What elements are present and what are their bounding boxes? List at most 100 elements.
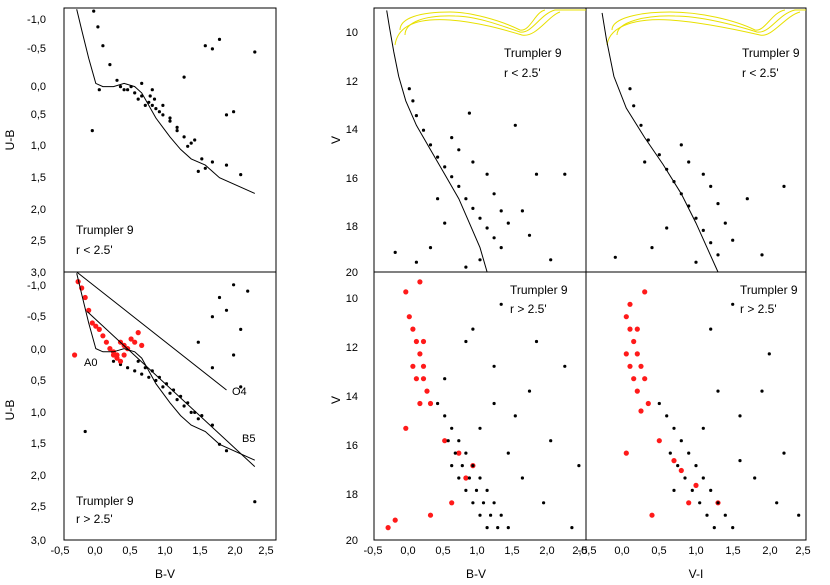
- panel-cc-outer: -1,0 -0,5 0,0 0,5 1,0 1,5 2,0 2,5 3,0 -0…: [3, 271, 277, 581]
- data-point-member: [406, 314, 412, 320]
- data-point: [492, 501, 496, 505]
- data-point: [196, 340, 200, 344]
- data-point-member: [427, 400, 434, 407]
- data-point: [513, 123, 517, 127]
- data-point: [646, 138, 650, 142]
- panel-cmd-vi-inner: Trumpler 9 r < 2.5': [585, 7, 807, 273]
- data-point-member: [420, 338, 427, 345]
- data-point: [478, 513, 482, 517]
- data-point: [738, 414, 742, 418]
- data-point-member: [128, 336, 134, 342]
- data-point: [657, 153, 661, 157]
- x-tick-label: 1,0: [157, 545, 172, 557]
- x-tick-label: 0,5: [122, 545, 137, 557]
- data-point: [745, 197, 749, 201]
- data-point: [738, 459, 742, 463]
- data-point-member: [72, 352, 78, 358]
- data-point: [224, 449, 229, 453]
- data-point-member: [117, 358, 124, 364]
- x-tick-label: 2,5: [795, 545, 810, 557]
- data-point: [701, 476, 705, 480]
- data-point: [471, 501, 475, 505]
- x-tick-label: -0,5: [364, 545, 383, 557]
- data-point: [182, 75, 186, 79]
- data-point: [157, 110, 161, 114]
- data-point: [457, 439, 461, 443]
- data-point: [224, 163, 229, 167]
- x-ticks: -0,5 0,0 0,5 1,0 1,5 2,0 2,5: [51, 545, 274, 557]
- y-tick-label: 16: [346, 173, 358, 185]
- isochrone-track: [611, 9, 786, 31]
- data-point: [563, 364, 567, 368]
- data-point-member: [634, 351, 640, 357]
- data-point-member: [693, 482, 699, 488]
- data-point-member: [410, 326, 416, 332]
- data-point: [217, 295, 222, 300]
- data-point-member: [656, 438, 662, 444]
- data-point: [632, 104, 636, 108]
- data-point: [115, 78, 119, 82]
- x-tick-label: 1,0: [469, 545, 484, 557]
- data-point-member: [135, 330, 141, 336]
- data-point: [210, 47, 214, 51]
- data-point: [210, 423, 214, 427]
- data-point: [676, 464, 680, 468]
- data-point: [492, 401, 496, 406]
- isochrone-track: [394, 11, 561, 46]
- isochrone-track: [606, 11, 801, 46]
- data-point-member: [627, 326, 633, 332]
- y-tick-label: 0,0: [31, 344, 46, 356]
- data-point: [481, 501, 486, 505]
- data-point: [534, 172, 539, 176]
- y-tick-label: 18: [346, 489, 358, 501]
- data-point: [731, 302, 735, 306]
- data-point-member: [86, 307, 92, 313]
- x-tick-label: 2,5: [572, 545, 587, 557]
- data-point-member: [634, 388, 640, 394]
- data-point: [489, 513, 493, 517]
- data-point: [467, 476, 471, 480]
- data-point: [474, 488, 479, 492]
- data-point-member: [139, 342, 145, 348]
- data-point: [687, 451, 691, 455]
- data-point: [694, 260, 698, 264]
- y-tick-label: 1,5: [31, 172, 46, 184]
- data-point: [478, 258, 482, 262]
- data-point: [496, 526, 500, 530]
- data-point: [485, 226, 489, 230]
- y-tick-label: 20: [346, 267, 358, 279]
- panel-title: Trumpler 9: [740, 283, 798, 297]
- data-point: [168, 119, 172, 123]
- data-point: [679, 439, 683, 443]
- data-point-member: [100, 333, 106, 339]
- data-point: [210, 315, 214, 319]
- data-point: [150, 103, 154, 107]
- data-point: [478, 216, 482, 220]
- data-point: [92, 9, 96, 13]
- data-point: [701, 172, 705, 176]
- data-point-member: [623, 314, 629, 320]
- data-point: [782, 184, 786, 188]
- data-point-member: [413, 338, 419, 345]
- data-point: [193, 138, 197, 142]
- x-tick-label: 1,5: [725, 545, 740, 557]
- data-point: [421, 128, 426, 132]
- data-point-member: [417, 279, 423, 285]
- isochrone-track: [404, 9, 586, 36]
- data-point: [577, 464, 581, 468]
- data-point: [643, 160, 647, 164]
- y-tick-label: 0,5: [31, 109, 46, 121]
- data-point: [464, 451, 468, 455]
- y-ticks: 10 12 14 16 18 20: [346, 27, 358, 279]
- data-point-member: [410, 363, 416, 369]
- data-point: [129, 85, 133, 89]
- panel-title: Trumpler 9: [76, 223, 134, 237]
- panel-subtitle: r > 2.5': [740, 302, 777, 316]
- data-point: [239, 173, 243, 177]
- data-point: [96, 25, 100, 29]
- data-point: [428, 246, 433, 250]
- data-point: [527, 389, 532, 393]
- data-point: [506, 526, 510, 530]
- data-point: [232, 353, 236, 357]
- data-point-member: [631, 376, 637, 382]
